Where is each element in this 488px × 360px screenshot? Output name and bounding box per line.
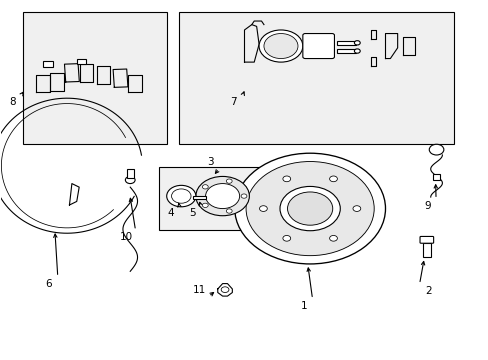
Bar xyxy=(336,49,356,53)
Text: 10: 10 xyxy=(120,232,133,242)
Circle shape xyxy=(283,176,290,182)
Text: 1: 1 xyxy=(300,301,306,311)
Text: 5: 5 xyxy=(189,208,195,218)
Bar xyxy=(432,174,440,180)
Circle shape xyxy=(287,192,332,225)
Text: 7: 7 xyxy=(230,97,237,107)
Bar xyxy=(42,61,53,67)
Circle shape xyxy=(329,176,337,182)
Bar xyxy=(126,169,133,178)
Text: 6: 6 xyxy=(46,279,52,289)
Circle shape xyxy=(205,184,239,208)
Text: 3: 3 xyxy=(207,157,213,167)
Text: 11: 11 xyxy=(193,285,206,295)
Bar xyxy=(159,167,261,230)
Text: 8: 8 xyxy=(9,97,15,107)
Circle shape xyxy=(241,194,246,198)
Circle shape xyxy=(226,209,232,213)
Circle shape xyxy=(352,206,360,211)
Circle shape xyxy=(280,186,340,231)
Circle shape xyxy=(428,144,443,155)
Circle shape xyxy=(171,189,191,203)
Circle shape xyxy=(354,49,360,53)
FancyBboxPatch shape xyxy=(302,33,334,59)
Circle shape xyxy=(202,185,208,189)
Circle shape xyxy=(196,176,249,216)
Circle shape xyxy=(259,30,302,62)
Bar xyxy=(179,12,453,144)
Bar xyxy=(77,59,85,64)
Circle shape xyxy=(354,41,360,45)
Bar xyxy=(23,12,166,144)
Circle shape xyxy=(283,235,290,241)
Circle shape xyxy=(226,179,232,183)
Bar xyxy=(422,243,430,257)
Text: 4: 4 xyxy=(167,208,174,218)
Circle shape xyxy=(264,33,297,59)
Circle shape xyxy=(221,287,228,293)
Circle shape xyxy=(202,203,208,207)
Circle shape xyxy=(259,206,267,211)
Circle shape xyxy=(245,162,373,256)
Bar xyxy=(336,41,356,45)
Circle shape xyxy=(234,153,385,264)
Bar xyxy=(193,196,205,199)
Circle shape xyxy=(125,176,135,184)
Text: 2: 2 xyxy=(424,286,431,296)
FancyBboxPatch shape xyxy=(419,237,433,243)
Circle shape xyxy=(166,185,196,207)
Circle shape xyxy=(329,235,337,241)
Text: 9: 9 xyxy=(423,201,430,211)
